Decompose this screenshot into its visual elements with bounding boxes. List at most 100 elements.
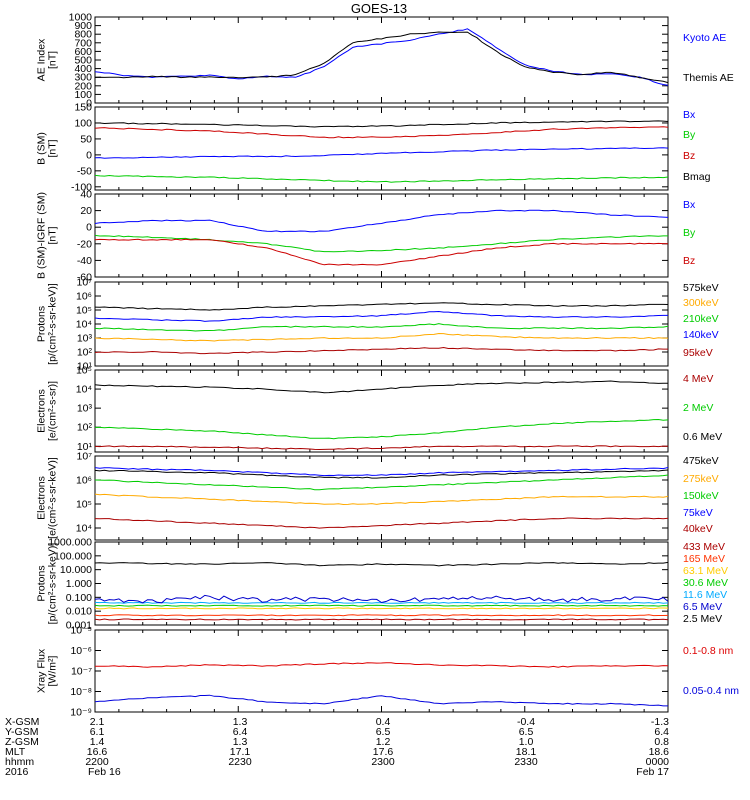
y-tick-label: 100 [74,89,92,101]
legend-label: Themis AE [683,72,734,84]
series-group [95,380,668,451]
series-line [95,594,668,604]
legend-label: 6.5 MeV [683,601,722,613]
series-line [95,561,668,567]
panel-6: 10⁴ 10⁵ 10⁶ 10⁷ Electrons [e/(cm²-s-sr-keV)] 4… [36,451,719,541]
footer-value: 6.5 [376,726,391,738]
series-group [95,561,668,621]
footer-value: 17.6 [373,746,394,758]
footer-value: 2200 [85,756,109,768]
series-group [95,467,668,529]
legend-label: 0.05-0.4 nm [683,685,739,697]
series-line [95,493,668,506]
y-tick-label: -20 [77,238,92,250]
y-axis-label: [nT] [47,51,59,69]
series-line [95,517,668,529]
legend-label: 275keV [683,473,719,485]
y-axis-label: Protons [36,306,48,342]
y-tick-label: 10² [77,422,93,434]
series-line [95,120,668,128]
y-axis-label: [p/(cm²-s-sr-keV)] [47,543,59,625]
legend-label: Bmag [683,171,711,183]
y-tick-label: 10⁻⁸ [70,686,92,698]
footer-value: 6.4 [654,726,669,738]
series-line [95,604,668,607]
legend-label: Bx [683,199,696,211]
y-tick-label: 10² [77,347,93,359]
series-line [95,147,668,159]
y-tick-label: 0.010 [66,606,92,618]
series-line [95,662,668,668]
series-group [95,120,668,183]
legend-label: By [683,227,696,239]
footer-value: 2.1 [90,716,105,728]
panel-frame [94,16,669,104]
legend-label: 475keV [683,455,719,467]
y-tick-label: 10³ [77,403,93,415]
y-axis-label: [W/m²] [47,655,59,686]
legend-label: 0.6 MeV [683,431,722,443]
series-line [95,174,668,183]
legend-label: 433 MeV [683,541,725,553]
legend-label: 210keV [683,313,719,325]
y-tick-label: 10⁴ [76,384,92,396]
footer-value: 1.0 [519,736,534,748]
y-axis-label: Protons [36,565,48,601]
legend-label: 30.6 MeV [683,577,728,589]
legend-label: 165 MeV [683,553,725,565]
y-tick-label: 0 [86,222,92,234]
legend-label: 300keV [683,297,719,309]
footer-value: 2230 [228,756,252,768]
footer-value: 18.6 [649,746,670,758]
y-tick-label: 800 [74,29,92,41]
y-tick-label: 10¹ [77,441,93,453]
y-tick-label: 0.100 [66,592,92,604]
series-line [95,323,668,332]
footer-value: 1.2 [376,736,391,748]
y-tick-label: 50 [80,133,92,145]
y-tick-label: 40 [80,189,92,201]
series-line [95,607,668,610]
y-tick-label: 0.001 [66,620,92,632]
footer-row-label: Y-GSM [5,726,38,738]
y-tick-label: 10⁴ [76,319,92,331]
y-axis-label: Electrons [36,389,48,433]
y-tick-label: 400 [74,63,92,75]
footer-value: 0.4 [376,716,391,728]
y-tick-label: 900 [74,20,92,32]
panel-frame [94,541,669,626]
y-tick-label: 10¹ [77,361,93,373]
y-tick-label: 10³ [77,333,93,345]
y-axis-label: [p/(cm²-s-sr-keV)] [47,283,59,365]
legend-label: 63.1 MeV [683,565,728,577]
footer-value: 6.5 [519,726,534,738]
y-tick-label: 10⁵ [76,499,92,511]
footer-value: -1.3 [651,716,669,728]
y-tick-label: 200 [74,80,92,92]
series-group [95,209,668,266]
legend-label: 95keV [683,347,713,359]
footer-row-label: MLT [5,746,26,758]
series-line [95,238,668,266]
y-tick-label: 10⁵ [76,365,92,377]
y-axis-label: [nT] [47,226,59,244]
series-line [95,28,668,86]
y-axis-label: Xray Flux [36,648,48,693]
series-line [95,310,668,322]
series-line [95,332,668,342]
series-group [95,302,668,355]
legend-label: 11.6 MeV [683,589,727,601]
y-tick-label: 500 [74,55,92,67]
series-line [95,694,668,707]
legend-label: 40keV [683,523,713,535]
legend-label: 2.5 MeV [683,613,722,625]
y-tick-label: 10⁶ [76,475,92,487]
y-axis-label: B (SM) [36,132,48,165]
y-tick-label: 100 [74,117,92,129]
footer-value: 0.8 [654,736,669,748]
y-tick-label: 0 [86,149,92,161]
y-tick-label: 1.000 [66,578,92,590]
